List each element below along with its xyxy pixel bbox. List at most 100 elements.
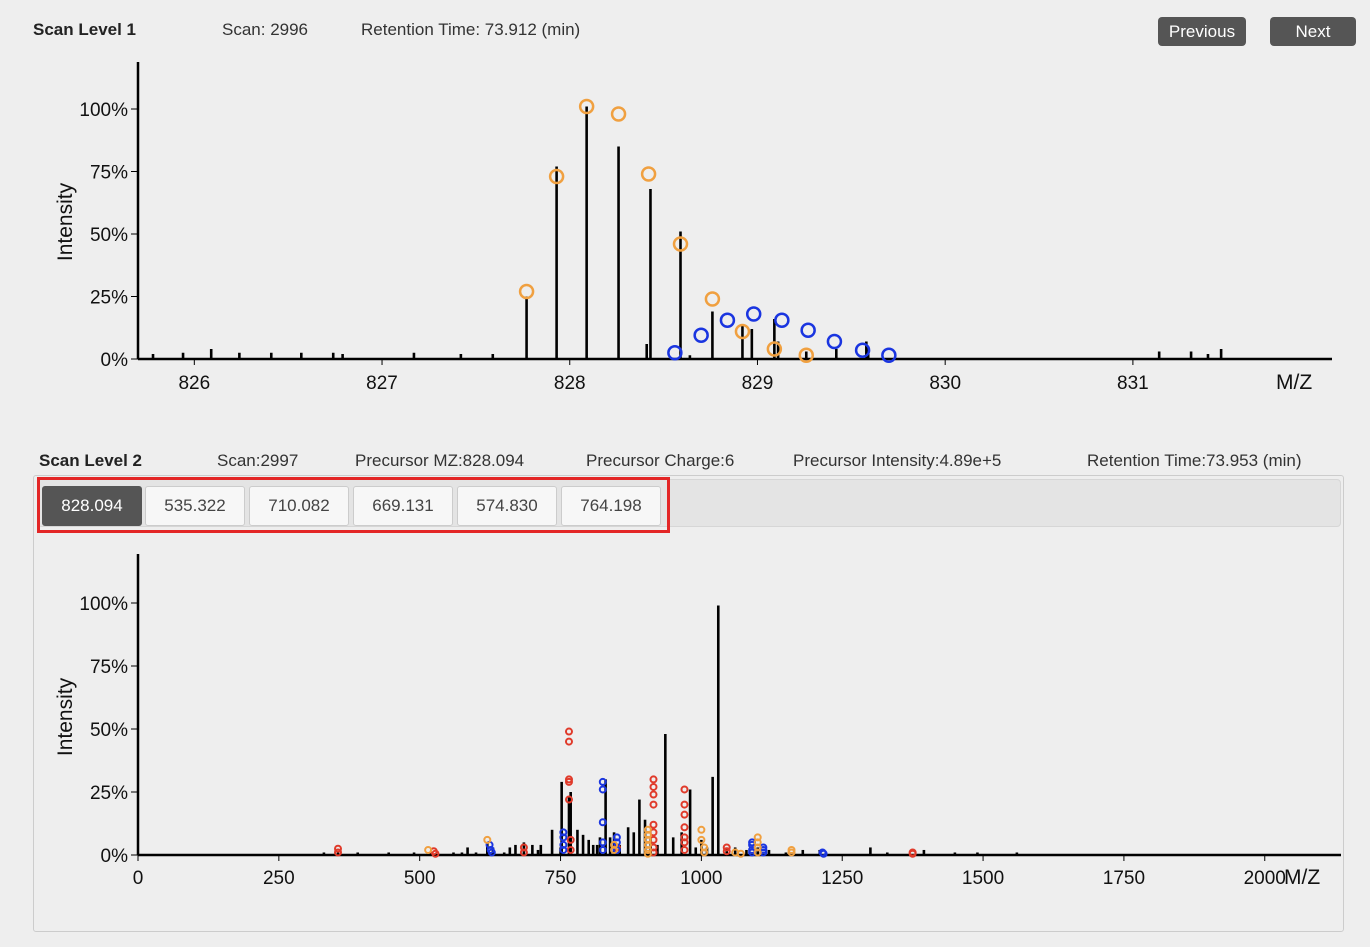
blue-marker: [881, 347, 897, 363]
x-tick-label: 250: [263, 868, 295, 889]
y-tick-label: 0%: [101, 846, 129, 867]
red-marker: [680, 823, 689, 832]
red-marker: [566, 845, 575, 854]
tab-precursor-4[interactable]: 669.131: [353, 486, 453, 526]
red-marker: [680, 800, 689, 809]
red-marker: [649, 800, 658, 809]
red-marker: [680, 785, 689, 794]
x-tick-label: 829: [742, 373, 774, 394]
ms2-spectrum-chart[interactable]: Intensity 0% 25% 50% 75% 100% 0 250 500 750 1000 12…: [0, 540, 1370, 900]
x-tick-label: 750: [545, 868, 577, 889]
orange-marker: [700, 848, 709, 857]
x-tick-label: 1750: [1103, 868, 1145, 889]
orange-marker: [753, 848, 762, 857]
y-tick-label: 25%: [90, 783, 128, 804]
red-marker: [722, 843, 731, 852]
blue-marker: [598, 785, 607, 794]
red-marker: [649, 782, 658, 791]
red-marker: [564, 737, 573, 746]
x-tick-label: 1500: [962, 868, 1004, 889]
x-tick-label: 0: [133, 868, 144, 889]
x-tick-label: 2000: [1244, 868, 1286, 889]
orange-marker: [798, 347, 815, 363]
x-tick-label: 1250: [821, 868, 863, 889]
orange-marker: [483, 835, 492, 844]
orange-marker: [643, 845, 652, 854]
blue-marker: [854, 342, 871, 358]
orange-marker: [697, 825, 706, 834]
orange-marker: [610, 106, 627, 122]
y-tick-label: 25%: [90, 288, 128, 309]
y-tick-label: 75%: [90, 657, 128, 678]
blue-marker: [559, 845, 568, 854]
precursor-charge: Precursor Charge:6: [586, 451, 735, 470]
orange-marker: [578, 98, 595, 115]
orange-marker: [736, 849, 745, 858]
tab-precursor-1[interactable]: 828.094: [42, 486, 142, 526]
red-marker: [722, 847, 731, 856]
orange-marker: [610, 845, 619, 854]
tab-precursor-3[interactable]: 710.082: [249, 486, 349, 526]
red-marker: [649, 820, 658, 829]
red-marker: [431, 849, 440, 858]
next-button[interactable]: Next: [1270, 17, 1356, 46]
y-tick-label: 75%: [90, 163, 128, 184]
red-marker: [649, 775, 658, 784]
orange-marker: [518, 283, 535, 300]
blue-marker: [800, 322, 816, 338]
blue-marker: [598, 845, 607, 854]
blue-marker: [693, 327, 709, 343]
orange-marker: [672, 236, 689, 252]
x-tick-label: 828: [554, 373, 586, 394]
scan1-retention-time: Retention Time: 73.912 (min): [361, 20, 581, 39]
previous-button[interactable]: Previous: [1158, 17, 1246, 46]
blue-marker: [598, 777, 607, 786]
red-marker: [564, 795, 573, 804]
blue-marker: [598, 838, 607, 847]
blue-marker: [745, 306, 762, 322]
orange-marker: [640, 166, 657, 182]
scan2-scan-number: Scan:2997: [217, 451, 299, 470]
orange-marker: [734, 323, 751, 340]
y-tick-label: 0%: [101, 350, 129, 371]
y-tick-label: 50%: [90, 720, 128, 741]
y-tick-label: 50%: [90, 225, 128, 246]
blue-marker: [559, 833, 568, 842]
x-tick-label: 827: [366, 373, 398, 394]
blue-marker: [819, 849, 828, 858]
y-axis-label: Intensity: [54, 182, 77, 261]
red-marker: [334, 848, 342, 857]
x-tick-label: 830: [929, 373, 961, 394]
x-tick-label: 826: [178, 373, 210, 394]
red-marker: [334, 844, 342, 853]
y-tick-label: 100%: [79, 100, 128, 121]
ms1-spectrum-chart[interactable]: Intensity 0% 25% 50% 75% 100% 826 827 828 829 830 8…: [0, 50, 1370, 410]
orange-marker: [697, 835, 706, 844]
blue-marker: [598, 818, 607, 827]
x-axis-label: M/Z: [1284, 866, 1320, 889]
orange-marker: [787, 848, 796, 857]
tab-precursor-2[interactable]: 535.322: [145, 486, 245, 526]
x-axis-label: M/Z: [1276, 371, 1312, 394]
scan2-title: Scan Level 2: [39, 451, 143, 470]
precursor-intensity: Precursor Intensity:4.89e+5: [793, 451, 1002, 470]
y-tick-label: 100%: [79, 594, 128, 615]
blue-marker: [826, 333, 843, 350]
tab-precursor-5[interactable]: 574.830: [457, 486, 557, 526]
x-tick-label: 831: [1117, 373, 1149, 394]
orange-marker: [548, 168, 565, 185]
scan1-scan-number: Scan: 2996: [222, 20, 309, 39]
y-axis-label: Intensity: [54, 677, 77, 756]
red-marker: [519, 848, 528, 857]
red-marker: [564, 777, 573, 786]
orange-marker: [643, 849, 652, 858]
red-marker: [680, 810, 689, 819]
tab-precursor-6[interactable]: 764.198: [561, 486, 661, 526]
red-marker: [566, 835, 575, 844]
blue-marker: [667, 345, 683, 361]
red-marker: [680, 838, 689, 847]
precursor-mz: Precursor MZ:828.094: [355, 451, 525, 470]
red-marker: [680, 845, 689, 854]
scan1-title: Scan Level 1: [33, 20, 137, 39]
x-tick-label: 1000: [680, 868, 722, 889]
